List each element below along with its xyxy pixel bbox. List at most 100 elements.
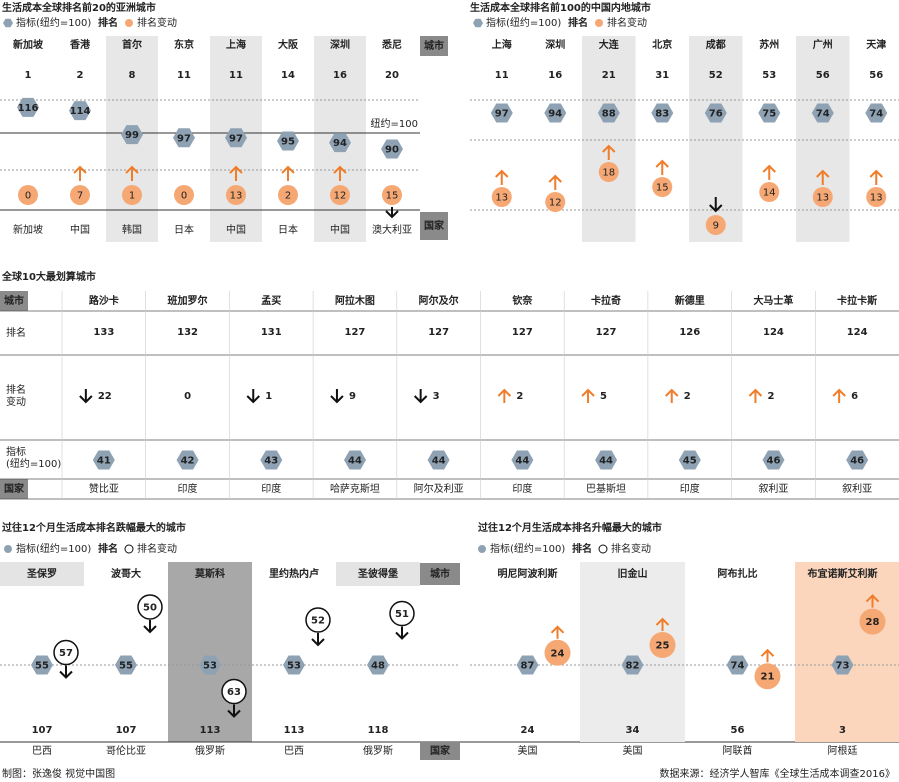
trend-arrow	[655, 159, 669, 175]
city-name: 布宜诺斯艾利斯	[808, 567, 878, 580]
city-name: 新加坡	[13, 38, 44, 51]
index-label: 87	[521, 661, 535, 672]
index-label: 95	[281, 137, 295, 148]
change-label: 0	[181, 191, 187, 202]
country: 印度	[178, 482, 198, 495]
index-hexagon	[651, 103, 674, 123]
index-label: 90	[385, 145, 399, 156]
change-circle	[174, 185, 194, 205]
rank: 113	[284, 725, 305, 736]
index-hexagon	[367, 655, 389, 675]
change-label: 50	[143, 603, 157, 614]
rank: 21	[602, 70, 616, 81]
city-name: 深圳	[330, 38, 350, 51]
change-label: 57	[59, 648, 73, 659]
index-hexagon	[176, 450, 199, 470]
change-circle	[812, 187, 833, 207]
index-hexagon	[846, 450, 869, 470]
change-circle	[330, 185, 350, 205]
index-label: 53	[203, 661, 217, 672]
panel-title: 全球10大最划算城市	[1, 270, 96, 283]
index-hexagon	[516, 655, 539, 675]
change-circle	[544, 639, 571, 666]
index-label: 83	[655, 109, 669, 120]
rank: 127	[512, 327, 533, 338]
index-hexagon	[225, 128, 247, 148]
rank: 11	[177, 70, 191, 81]
change-label: 24	[551, 648, 565, 659]
header-box	[420, 36, 448, 56]
rank: 16	[548, 70, 562, 81]
rank: 56	[731, 725, 745, 736]
index-hexagon	[115, 655, 137, 675]
country: 印度	[261, 482, 281, 495]
country: 叙利亚	[842, 482, 872, 495]
index-hexagon	[865, 103, 888, 123]
change-label: 13	[230, 191, 243, 202]
country: 新加坡	[13, 223, 43, 236]
rank: 52	[709, 70, 723, 81]
index-hexagon	[17, 97, 39, 117]
change-circle	[598, 162, 619, 182]
rank: 16	[333, 70, 347, 81]
city-name: 波哥大	[111, 567, 141, 580]
index-hexagon	[597, 103, 620, 123]
change-label: 21	[761, 672, 775, 683]
country: 叙利亚	[758, 482, 788, 495]
city-name: 阿拉木图	[335, 294, 375, 307]
change-label: 1	[129, 191, 135, 202]
legend-swatch	[598, 544, 608, 554]
rank: 124	[763, 327, 784, 338]
rank: 11	[229, 70, 243, 81]
rank: 127	[345, 327, 366, 338]
index-hexagon	[329, 133, 351, 153]
legend-swatch	[478, 545, 486, 553]
change-circle	[305, 607, 331, 633]
city-name: 香港	[70, 38, 91, 51]
change-label: 9	[713, 221, 719, 232]
legend-text: 指标(纽约=100)	[490, 542, 565, 555]
trend-arrow	[865, 594, 880, 608]
index-hexagon	[544, 103, 567, 123]
band	[582, 36, 636, 242]
city-name: 深圳	[545, 38, 565, 51]
rank: 1	[25, 70, 32, 81]
index-hexagon	[283, 655, 305, 675]
city-name: 大阪	[278, 38, 299, 51]
baseline-label: 纽约=100	[371, 117, 418, 130]
change-label: 1	[265, 391, 272, 402]
city-name: 大连	[599, 38, 620, 51]
city-name: 上海	[492, 38, 512, 51]
legend-text: 指标(纽约=100)	[486, 16, 561, 29]
change-circle	[649, 632, 676, 658]
legend-text: 排名	[98, 16, 118, 29]
header-box	[420, 212, 448, 240]
legend-text: 排名变动	[137, 16, 177, 29]
index-hexagon	[427, 450, 450, 470]
change-label: 0	[25, 191, 31, 202]
index-label: 44	[348, 456, 362, 467]
index-hexagon	[831, 655, 854, 675]
header-box	[420, 563, 460, 585]
city-name: 阿布扎比	[718, 567, 758, 580]
change-circle	[18, 185, 38, 205]
header-box	[0, 479, 28, 499]
city-name: 钦奈	[512, 294, 533, 307]
change-circle	[278, 185, 298, 205]
rank: 3	[839, 725, 846, 736]
change-label: 0	[184, 391, 191, 402]
panel-title: 过往12个月生活成本排名跌幅最大的城市	[2, 521, 186, 534]
change-label: 15	[656, 183, 669, 194]
trend-arrow	[581, 388, 595, 403]
country: 日本	[174, 223, 194, 236]
source: 数据来源：经济学人智库《全球生活成本调查2016》	[660, 767, 895, 780]
country: 美国	[518, 744, 538, 757]
index-label: 116	[18, 103, 39, 114]
change-circle	[652, 177, 673, 197]
header-label: 城市	[424, 39, 444, 52]
city-name: 上海	[226, 38, 246, 51]
trend-arrow	[550, 625, 565, 639]
index-label: 97	[495, 109, 509, 120]
trend-arrow	[143, 620, 157, 634]
